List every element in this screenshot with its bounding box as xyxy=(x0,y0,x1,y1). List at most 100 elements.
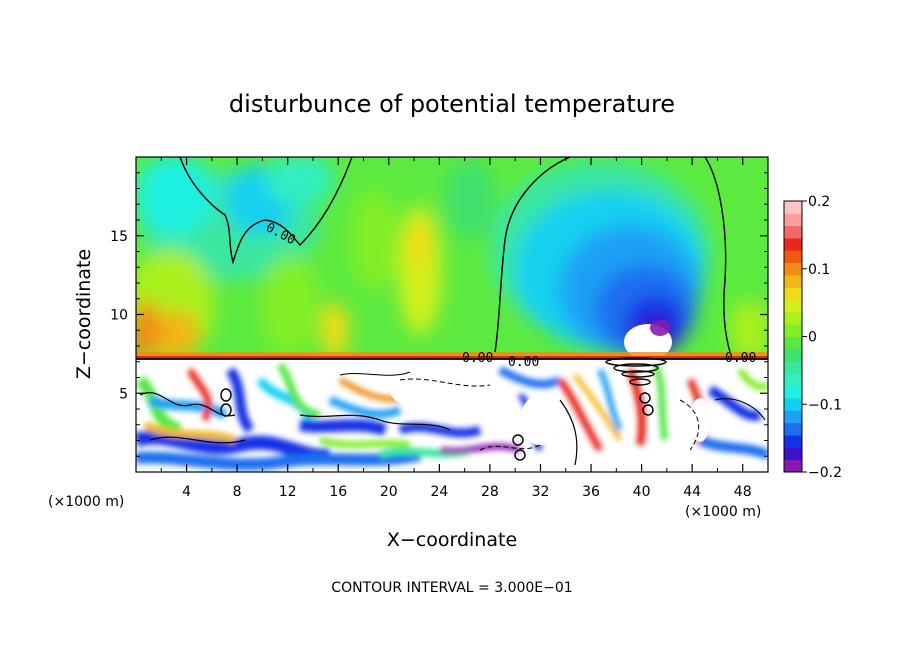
turbulent-streak xyxy=(697,435,768,460)
field-gap xyxy=(390,372,450,408)
x-axis: 4 8 12 16 20 24 28 32 36 40 44 48 xyxy=(160,157,752,500)
turbulent-streak xyxy=(707,385,762,421)
x-unit-right: (×1000 m) xyxy=(685,504,761,520)
contour-ellipse xyxy=(642,404,654,416)
field-blob xyxy=(730,300,768,360)
turbulent-streak xyxy=(225,367,255,433)
lower-contour xyxy=(714,398,766,421)
turbulent-streak xyxy=(186,368,212,422)
colorbar-swatch xyxy=(784,287,802,301)
x-tick-label: 20 xyxy=(380,484,398,500)
turbulent-streak xyxy=(597,368,623,432)
colorbar-swatch xyxy=(784,225,802,239)
lower-contour xyxy=(559,399,578,466)
zero-contour xyxy=(179,157,353,265)
contour-ellipse xyxy=(220,403,232,417)
x-tick-label: 28 xyxy=(481,484,499,500)
contour-label: 0.00 xyxy=(508,355,539,370)
field-blob xyxy=(445,160,495,240)
turbulent-streak xyxy=(328,396,402,419)
colorbar-swatch xyxy=(784,299,802,313)
turbulent-streak xyxy=(737,367,768,391)
field-blob xyxy=(260,255,320,355)
colorbar-swatch xyxy=(784,213,802,227)
y-tick-label: 15 xyxy=(110,229,128,245)
turbulent-streak xyxy=(318,436,411,449)
field-blob xyxy=(136,157,215,235)
colorbar-swatch xyxy=(784,262,802,276)
x-tick-label: 12 xyxy=(279,484,297,500)
y-axis-label: Z−coordinate xyxy=(73,249,95,379)
contour-ellipse xyxy=(514,449,526,461)
x-tick-label: 48 xyxy=(734,484,752,500)
colorbar-tick-label: −0.1 xyxy=(808,397,842,413)
contour-ellipse xyxy=(629,378,651,386)
turbulent-streak xyxy=(299,419,387,436)
upper-field xyxy=(136,157,768,360)
zero-contour xyxy=(494,157,571,353)
x-axis-label: X−coordinate xyxy=(387,529,517,551)
contour-ellipse xyxy=(605,357,667,367)
colorbar-swatch xyxy=(784,311,802,325)
colorbar-swatch xyxy=(784,336,802,350)
colorbar-swatch xyxy=(784,398,802,411)
x-tick-label: 8 xyxy=(233,484,242,500)
turbulent-streak xyxy=(136,449,422,471)
contour-interval: CONTOUR INTERVAL = 3.000E−01 xyxy=(331,580,572,596)
lower-contour xyxy=(679,399,700,451)
colorbar-swatch xyxy=(784,385,802,399)
contour-ellipse xyxy=(613,363,659,373)
turbulent-streak xyxy=(143,421,237,444)
contour-ellipse xyxy=(621,370,655,378)
contour-lines xyxy=(136,157,768,466)
colorbar-swatch xyxy=(784,274,802,288)
contour-ellipse xyxy=(639,392,651,404)
colorbar-tick-label: 0.1 xyxy=(808,262,830,278)
turbulent-streak xyxy=(136,430,332,463)
turbulent-streak xyxy=(136,375,183,436)
lower-contour xyxy=(149,436,246,444)
contour-ellipse xyxy=(220,388,232,402)
field-blob xyxy=(136,300,160,360)
field-blob xyxy=(321,302,349,358)
colorbar-swatch xyxy=(784,373,802,387)
colorbar-swatch xyxy=(784,459,802,473)
lower-field xyxy=(136,362,768,471)
contour-label: 0.00 xyxy=(462,351,493,366)
field-gap xyxy=(520,395,560,445)
colorbar-swatch xyxy=(784,324,802,337)
turbulent-streak xyxy=(276,362,321,419)
colorbar-swatch xyxy=(784,422,802,436)
y-axis: 5 10 15 xyxy=(110,172,768,457)
turbulent-streak xyxy=(572,373,623,442)
colorbar-tick-label: −0.2 xyxy=(808,465,842,481)
colorbar-swatch xyxy=(784,435,802,448)
x-tick-label: 36 xyxy=(582,484,600,500)
contour-label: 0.00 xyxy=(725,351,756,366)
colorbar-swatch xyxy=(784,361,802,374)
colorbar-swatch xyxy=(784,201,802,214)
lower-contour xyxy=(399,378,491,387)
x-tick-label: 24 xyxy=(430,484,448,500)
lower-contour xyxy=(299,414,451,431)
turbulent-streak xyxy=(651,363,669,441)
x-tick-label: 32 xyxy=(532,484,550,500)
contour-ellipse xyxy=(512,434,524,446)
turbulent-streak xyxy=(557,377,604,452)
colorbar-swatch xyxy=(784,237,802,251)
lower-contour xyxy=(339,371,411,376)
colorbar-ticks: 0.2 0.1 0 −0.1 −0.2 xyxy=(802,194,842,481)
x-unit-left: (×1000 m) xyxy=(48,494,124,510)
field-gap xyxy=(690,398,710,442)
boundary-band xyxy=(136,352,768,358)
colorbar-swatch xyxy=(784,250,802,264)
colorbar-swatch xyxy=(784,447,802,461)
x-tick-label: 40 xyxy=(633,484,651,500)
turbulent-streak xyxy=(498,366,562,389)
plot-area: 0.00 0.00 0.00 0.00 xyxy=(136,157,768,472)
x-tick-label: 4 xyxy=(182,484,191,500)
field-gap xyxy=(442,378,498,422)
colorbar xyxy=(783,200,803,473)
turbulent-streak xyxy=(439,443,521,454)
